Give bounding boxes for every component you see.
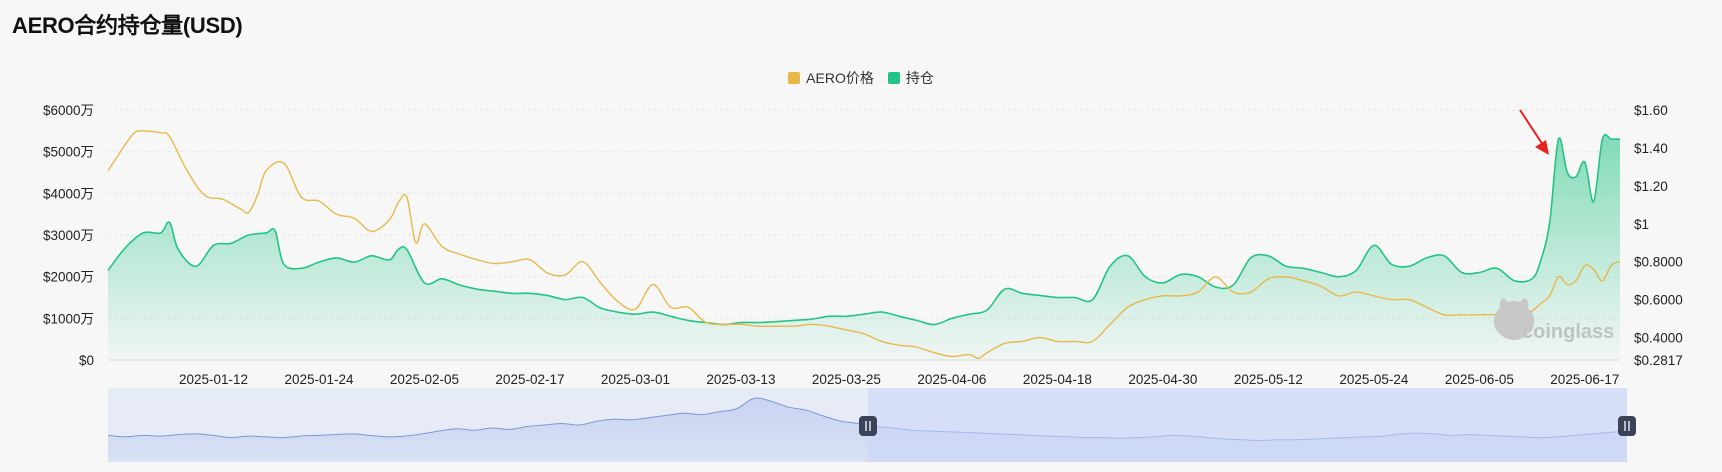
y-right-tick-label: $1.40 [1634, 141, 1668, 156]
x-tick-label: 2025-06-17 [1550, 372, 1619, 387]
legend-swatch-oi [887, 72, 900, 84]
watermark: coinglass [1493, 298, 1614, 343]
navigator-handle-right[interactable] [1618, 416, 1636, 436]
legend-label-price: AERO价格 [806, 70, 874, 86]
y-left-tick-label: $0 [79, 353, 94, 368]
navigator-handle-left[interactable] [859, 416, 877, 436]
oi-area-fill [108, 134, 1620, 360]
y-right-tick-label: $1 [1634, 217, 1649, 232]
x-tick-label: 2025-04-30 [1128, 372, 1197, 387]
y-left-tick-label: $4000万 [43, 186, 94, 201]
oi-series-line [107, 133, 1620, 326]
red-arrow-head-icon [1535, 140, 1549, 155]
price-series-line [107, 130, 1621, 360]
y-right-tick-label: $0.8000 [1634, 255, 1683, 270]
x-tick-label: 2025-02-17 [495, 372, 564, 387]
x-tick-label: 2025-05-12 [1234, 372, 1303, 387]
y-right-tick-label: $0.4000 [1634, 331, 1683, 346]
y-left-tick-label: $5000万 [43, 145, 94, 160]
y-right-tick-label: $0.6000 [1634, 293, 1683, 308]
navigator-selection[interactable] [868, 388, 1627, 462]
x-tick-label: 2025-04-18 [1023, 372, 1092, 387]
x-tick-label: 2025-01-12 [179, 372, 248, 387]
oi-area-layer [108, 134, 1620, 360]
y-right-tick-label: $0.2817 [1634, 353, 1683, 368]
watermark-logo-icon [1493, 298, 1535, 340]
y-right-tick-label: $1.20 [1634, 179, 1668, 194]
series-lines-layer [107, 130, 1621, 360]
y-left-tick-label: $2000万 [43, 270, 94, 285]
x-tick-label: 2025-03-01 [601, 372, 670, 387]
range-navigator[interactable] [107, 388, 1636, 462]
page-title: AERO合约持仓量(USD) [12, 13, 243, 38]
x-tick-label: 2025-04-06 [917, 372, 986, 387]
legend-item-oi[interactable]: 持仓 [887, 68, 934, 88]
y-left-tick-label: $1000万 [43, 311, 94, 326]
annotation-arrow [1519, 109, 1549, 155]
x-tick-label: 2025-01-24 [284, 372, 354, 387]
x-tick-label: 2025-02-05 [390, 372, 459, 387]
y-left-tick-label: $3000万 [43, 228, 94, 243]
watermark-text: coinglass [1522, 321, 1614, 343]
y-right-tick-label: $1.60 [1634, 103, 1668, 118]
x-tick-label: 2025-06-05 [1445, 372, 1514, 387]
red-arrow-icon [1519, 109, 1544, 146]
x-tick-label: 2025-05-24 [1339, 372, 1409, 387]
axes-layer: $0 $1000万 $2000万 $3000万 $4000万 $5000万 $6000万 $0… [43, 103, 1683, 387]
legend-label-oi: 持仓 [905, 70, 934, 86]
y-left-tick-label: $6000万 [43, 103, 94, 118]
chart-legend: AERO价格 持仓 [0, 68, 1722, 88]
legend-swatch-price [788, 72, 801, 84]
x-tick-label: 2025-03-25 [812, 372, 881, 387]
x-tick-label: 2025-03-13 [706, 372, 775, 387]
legend-item-price[interactable]: AERO价格 [788, 68, 874, 88]
